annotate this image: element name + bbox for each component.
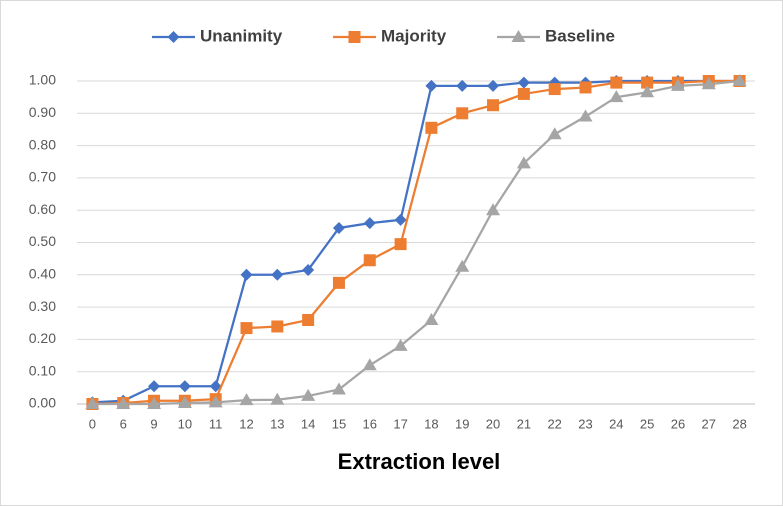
data-point [487, 99, 500, 112]
data-point [610, 76, 623, 89]
x-tick-label: 6 [120, 416, 127, 431]
y-tick-label: 1.00 [29, 72, 56, 88]
data-point [701, 77, 716, 90]
x-tick-label: 27 [702, 416, 716, 431]
data-point [548, 83, 561, 96]
x-tick-label: 16 [363, 416, 377, 431]
legend-label: Unanimity [200, 26, 283, 45]
y-tick-label: 0.90 [29, 104, 56, 120]
x-tick-label: 18 [424, 416, 438, 431]
y-tick-label: 0.30 [29, 298, 56, 314]
data-point [178, 380, 191, 393]
y-tick-label: 0.60 [29, 201, 56, 217]
x-tick-label: 25 [640, 416, 654, 431]
y-tick-label: 0.40 [29, 266, 56, 282]
x-tick-label: 22 [547, 416, 561, 431]
data-point [517, 87, 530, 100]
data-point [85, 397, 100, 409]
y-tick-label: 0.00 [29, 395, 56, 411]
data-point [177, 396, 192, 409]
legend-label: Baseline [545, 26, 615, 45]
data-point [147, 397, 162, 409]
x-axis-title: Extraction level [338, 449, 501, 474]
x-tick-label: 23 [578, 416, 592, 431]
data-point [208, 395, 223, 408]
data-point [331, 382, 346, 395]
data-point [362, 358, 377, 371]
x-tick-label: 28 [732, 416, 746, 431]
legend-label: Majority [381, 26, 447, 45]
data-point [209, 380, 222, 393]
data-point [486, 203, 501, 216]
data-point [270, 392, 285, 405]
x-tick-label: 11 [209, 416, 223, 431]
data-point [516, 156, 531, 169]
x-tick-label: 14 [301, 416, 315, 431]
y-tick-label: 0.50 [29, 233, 56, 249]
data-point [393, 338, 408, 351]
x-tick-label: 10 [178, 416, 192, 431]
x-tick-label: 20 [486, 416, 500, 431]
y-tick-label: 0.20 [29, 330, 56, 346]
data-point [456, 107, 469, 120]
data-point [547, 127, 562, 140]
data-point [394, 238, 407, 251]
data-point [240, 268, 253, 281]
legend-marker [167, 31, 180, 43]
data-point [732, 74, 747, 86]
x-tick-label: 13 [270, 416, 284, 431]
data-point [640, 85, 655, 98]
data-point [425, 121, 438, 134]
x-tick-label: 9 [150, 416, 157, 431]
x-tick-label: 19 [455, 416, 469, 431]
data-point [271, 268, 284, 281]
x-tick-label: 17 [393, 416, 407, 431]
data-point [394, 213, 407, 226]
data-point [148, 380, 161, 393]
data-point [363, 217, 376, 230]
data-point [425, 79, 438, 92]
x-tick-label: 0 [89, 416, 96, 431]
data-point [517, 76, 530, 89]
x-tick-label: 21 [517, 416, 531, 431]
x-tick-label: 12 [239, 416, 253, 431]
data-point [332, 276, 345, 289]
data-point [578, 109, 593, 122]
data-point [670, 78, 685, 91]
legend-marker [511, 30, 526, 42]
x-tick-label: 24 [609, 416, 623, 431]
data-point [487, 79, 500, 92]
data-point [239, 393, 254, 406]
data-point [456, 79, 469, 92]
data-point [363, 254, 376, 267]
data-point [641, 76, 654, 89]
y-tick-label: 0.10 [29, 362, 56, 378]
x-tick-label: 15 [332, 416, 346, 431]
data-point [424, 313, 439, 326]
data-point [302, 263, 315, 276]
data-point [302, 314, 315, 327]
y-tick-label: 0.70 [29, 169, 56, 185]
series-line [92, 79, 740, 406]
data-point [609, 90, 624, 103]
series-line [92, 79, 740, 404]
y-tick-label: 0.80 [29, 136, 56, 152]
data-point [332, 221, 345, 234]
series-line [92, 79, 740, 406]
data-point [240, 322, 253, 335]
data-point [116, 397, 131, 409]
data-point [455, 259, 470, 272]
data-point [301, 388, 316, 401]
x-tick-label: 26 [671, 416, 685, 431]
data-point [579, 81, 592, 94]
data-point [271, 320, 284, 333]
legend-marker [348, 31, 361, 43]
